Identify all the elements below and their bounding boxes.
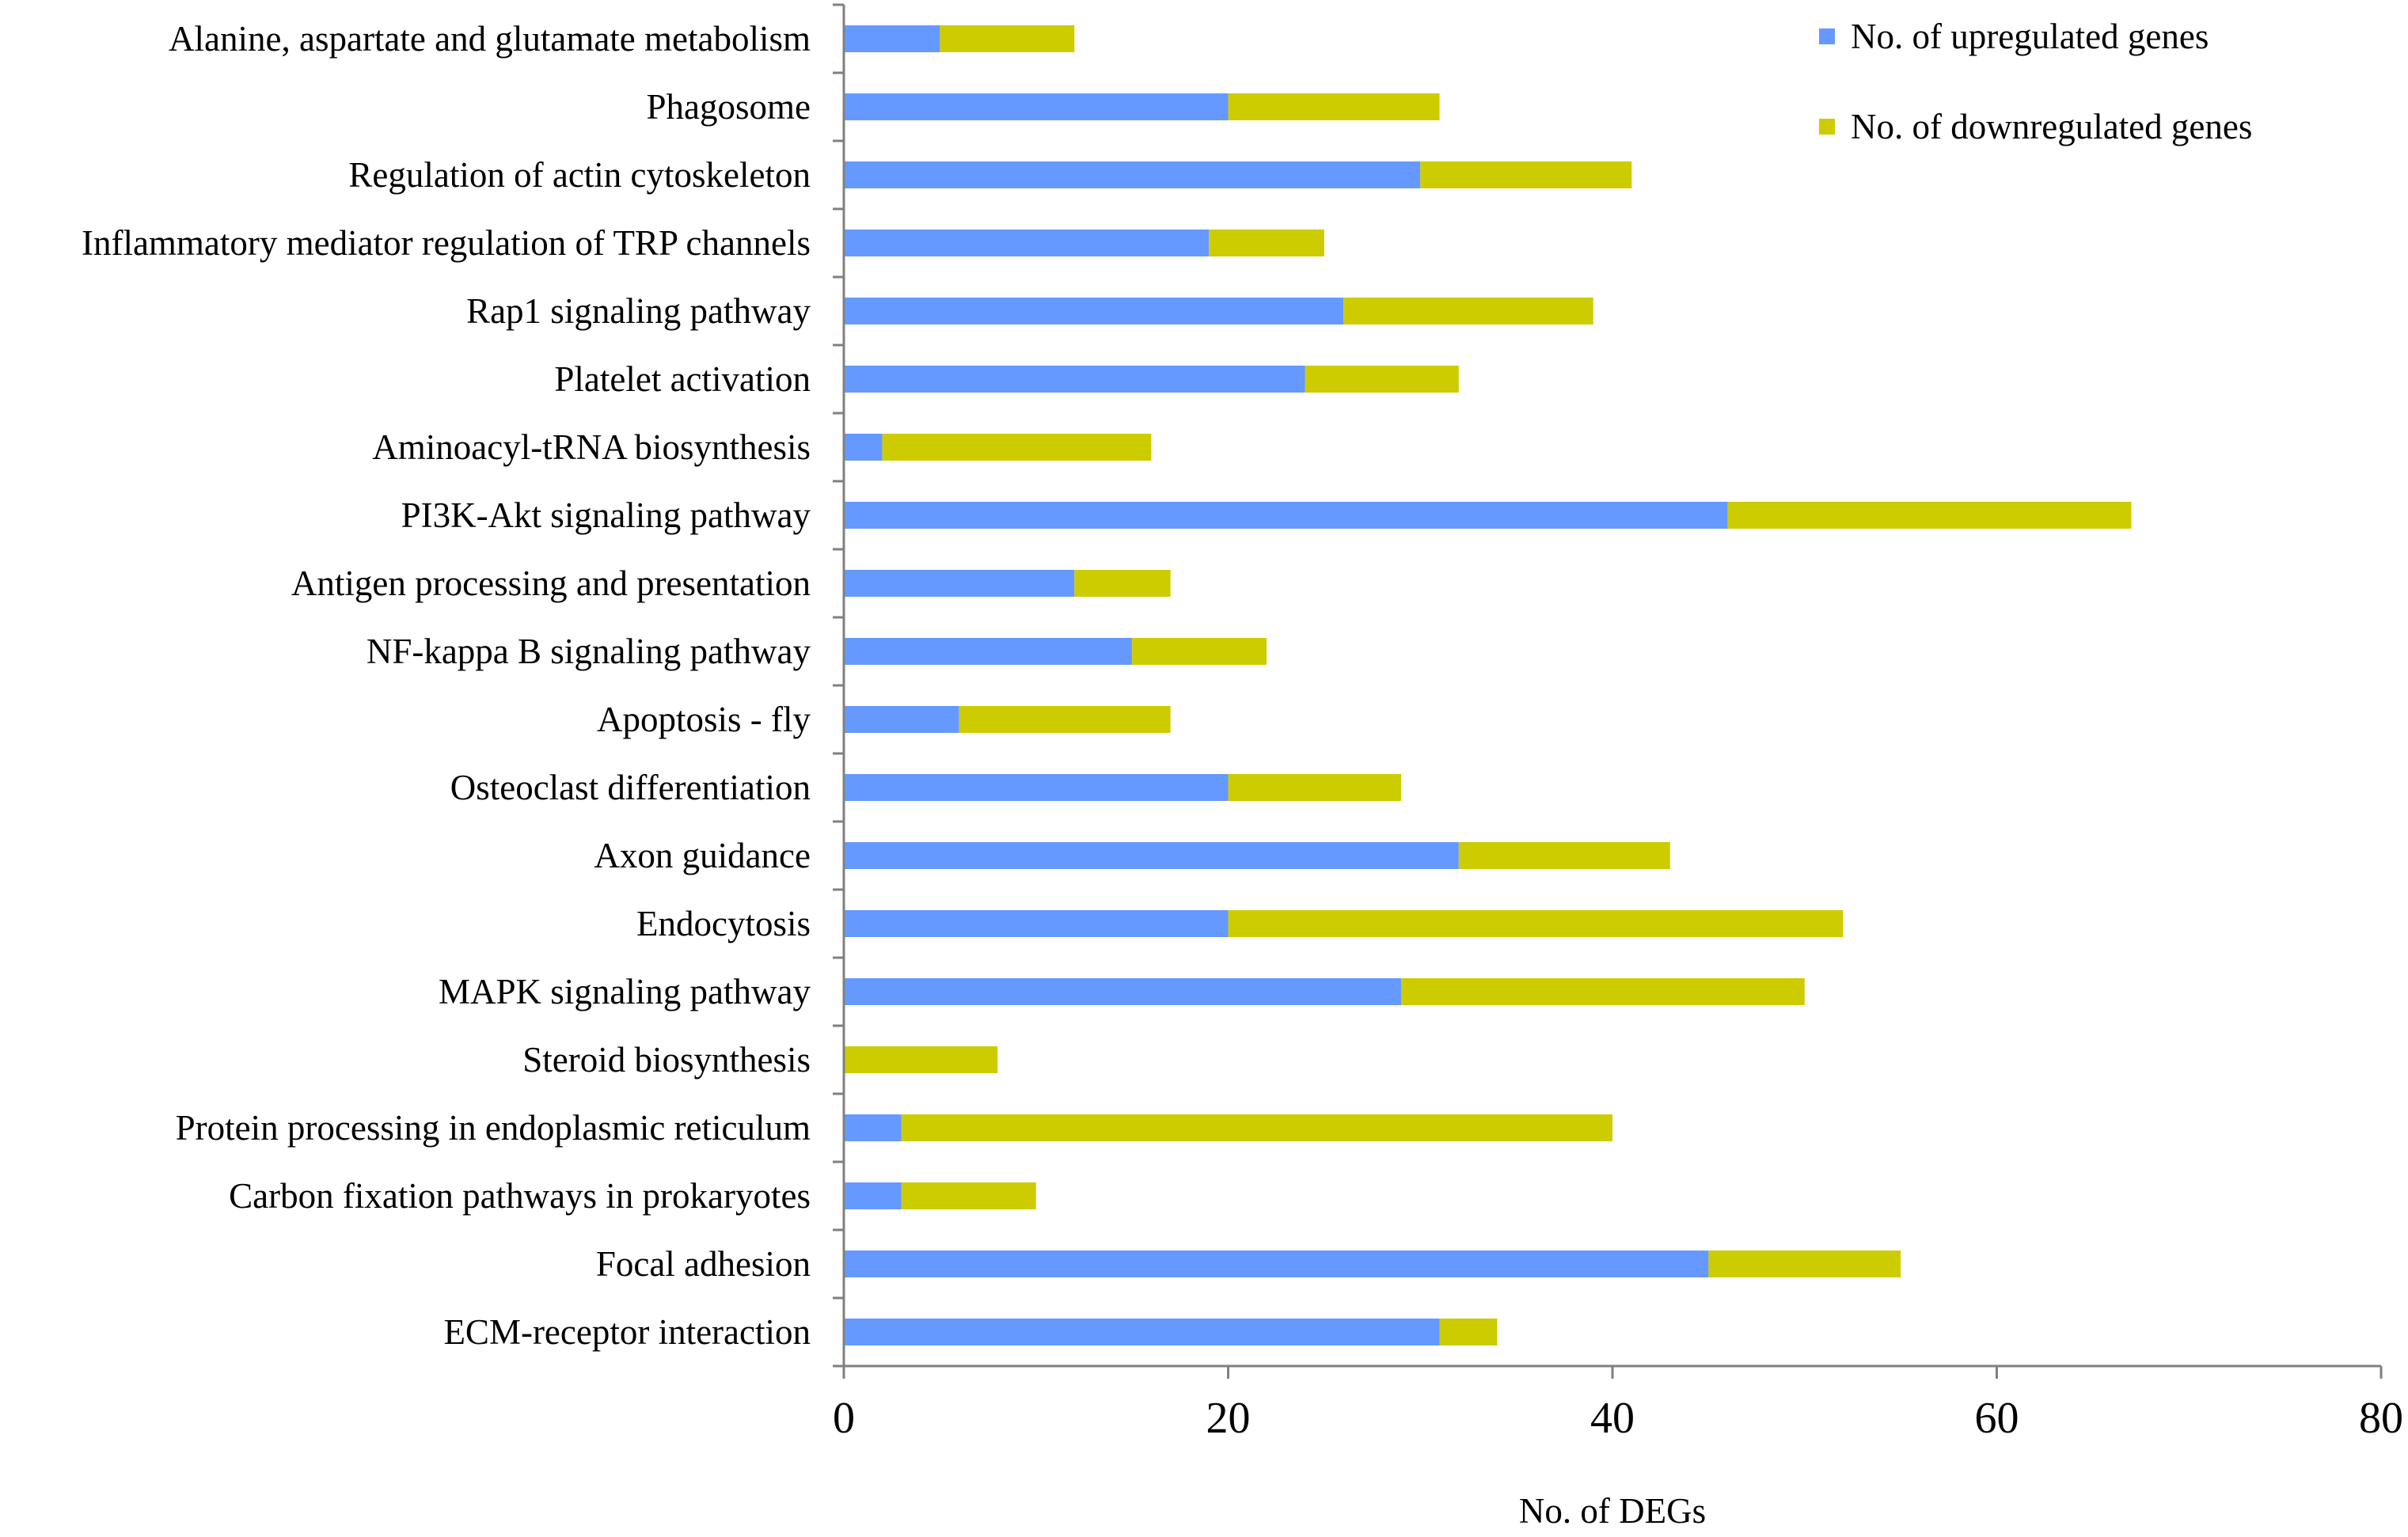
x-tick-label: 20 [1206,1394,1251,1443]
category-label: Axon guidance [594,836,811,875]
bar-down-13 [1228,910,1844,937]
x-ticks: 0 20 40 60 80 [833,1366,2403,1443]
legend-label-up: No. of upregulated genes [1851,17,2209,56]
bar-up-19 [844,1319,1440,1345]
bar-up-6 [844,434,883,461]
bar-up-11 [844,774,1229,801]
bar-down-4 [1343,298,1593,324]
category-label: Phagosome [647,87,811,127]
bar-up-12 [844,842,1459,869]
axes [833,3,2381,1368]
bar-up-14 [844,978,1401,1005]
category-label: Carbon fixation pathways in prokaryotes [229,1176,811,1216]
category-label: MAPK signaling pathway [439,972,811,1011]
legend-swatch-up [1819,28,1835,44]
bar-down-18 [1708,1250,1901,1277]
bar-up-2 [844,161,1421,188]
category-label: Focal adhesion [596,1244,811,1284]
bar-down-17 [901,1182,1036,1209]
legend-label-down: No. of downregulated genes [1851,107,2252,146]
category-label: Protein processing in endoplasmic reticu… [176,1108,811,1148]
bar-up-16 [844,1114,902,1141]
category-label: Inflammatory mediator regulation of TRP … [82,223,811,263]
category-label: Antigen processing and presentation [291,564,811,603]
bar-down-3 [1209,230,1324,256]
bar-up-13 [844,910,1229,937]
legend: No. of upregulated genes No. of downregul… [1819,17,2252,146]
legend-swatch-down [1819,119,1835,135]
category-labels: Alanine, aspartate and glutamate metabol… [82,19,811,1352]
category-label: Platelet activation [554,359,811,399]
category-label: Steroid biosynthesis [522,1040,811,1080]
x-tick-label: 40 [1590,1394,1635,1443]
bar-up-17 [844,1182,902,1209]
bar-down-6 [882,434,1152,461]
bar-up-3 [844,230,1210,256]
bar-down-1 [1228,93,1440,120]
bar-up-10 [844,706,959,733]
category-label: NF-kappa B signaling pathway [367,632,811,671]
x-tick-label: 80 [2359,1394,2403,1443]
bar-up-8 [844,570,1075,597]
category-label: PI3K-Akt signaling pathway [401,495,811,535]
bar-up-9 [844,638,1133,665]
x-tick-label: 0 [833,1394,855,1443]
bar-down-11 [1228,774,1401,801]
category-label: Regulation of actin cytoskeleton [348,155,811,195]
bar-up-18 [844,1250,1709,1277]
bar-up-0 [844,25,940,52]
bar-down-19 [1439,1319,1498,1345]
bar-up-5 [844,366,1305,393]
bar-down-0 [940,25,1075,52]
bar-up-7 [844,502,1728,529]
category-label: Alanine, aspartate and glutamate metabol… [169,19,811,59]
category-label: Endocytosis [636,904,811,943]
bar-down-12 [1458,842,1670,869]
category-label: ECM-receptor interaction [443,1312,811,1352]
bar-down-8 [1074,570,1171,597]
category-label: Osteoclast differentiation [450,768,811,807]
bar-up-4 [844,298,1344,324]
x-tick-label: 60 [1975,1394,2019,1443]
category-label: Apoptosis - fly [597,700,811,739]
bar-down-15 [844,1046,998,1073]
category-label: Aminoacyl-tRNA biosynthesis [372,427,811,467]
bar-up-1 [844,93,1229,120]
x-axis-title: No. of DEGs [1519,1491,1706,1531]
bar-down-5 [1305,366,1459,393]
bar-down-7 [1727,502,2132,529]
bar-down-14 [1400,978,1805,1005]
bar-down-16 [901,1114,1612,1141]
bar-down-10 [959,706,1171,733]
category-label: Rap1 signaling pathway [466,291,811,331]
bars-layer [844,25,2132,1345]
bar-down-2 [1420,161,1632,188]
bar-down-9 [1132,638,1267,665]
